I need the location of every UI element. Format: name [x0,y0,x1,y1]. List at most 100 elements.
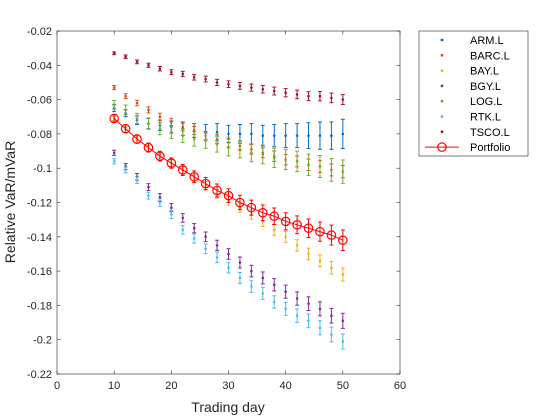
data-point [181,216,185,220]
data-point [318,94,322,98]
data-point [215,142,219,146]
data-point [341,340,345,343]
legend-entry: LOG.L [440,96,502,108]
series-layer [109,51,348,350]
data-point [204,77,207,81]
legend-entry: BAY.L [440,66,499,78]
data-point [307,94,310,98]
y-tick-label: -0.18 [27,300,52,312]
data-point [158,201,162,204]
data-point [330,266,333,269]
y-tick-label: -0.22 [27,369,52,381]
data-point [238,261,242,264]
data-point [147,194,150,197]
data-point [189,171,199,182]
legend-label: BAY.L [470,66,499,78]
data-point [227,82,230,86]
data-point [135,60,139,64]
data-point [181,134,185,137]
data-point [250,285,253,288]
data-point [330,314,333,317]
data-point [272,134,276,137]
data-point [147,108,150,112]
data-point [284,158,287,161]
data-point [192,76,196,79]
data-point [227,252,230,256]
data-point [155,151,165,161]
data-point [295,160,299,163]
data-point [330,96,333,100]
legend-label: TSCO.L [470,127,510,139]
data-point [272,228,276,232]
data-point [158,115,162,119]
data-point [257,207,268,218]
data-point [261,292,265,295]
data-point [204,139,207,143]
data-point [341,319,345,323]
data-point [124,108,127,112]
data-point [124,168,127,172]
data-point [170,70,173,74]
y-tick-label: -0.12 [27,198,52,210]
data-point [307,302,310,305]
data-point [235,197,245,208]
legend-label: BARC.L [470,50,510,62]
legend-entry: TSCO.L [440,127,510,139]
data-point [261,153,265,156]
data-point [166,158,177,168]
data-point [330,333,333,336]
legend: ARM.L BARC.L BAY.L BGY.L LOG.L RTK.L TSCO.L Por… [418,30,529,157]
data-point [330,134,333,137]
data-point [272,89,276,93]
data-point [261,276,265,280]
data-point [158,67,162,71]
legend-box [418,30,529,157]
data-point [284,307,287,311]
data-point [147,122,150,125]
legend-entry: BARC.L [440,50,510,62]
x-tick-label: 10 [108,380,120,392]
data-point [170,120,173,124]
data-point [269,211,280,222]
data-point [295,314,299,317]
data-point [272,300,276,304]
data-point [200,178,211,189]
data-point [284,235,287,239]
legend-entry: Portfolio [425,142,510,154]
data-point [223,190,234,201]
data-point [318,134,322,137]
data-point [135,178,139,182]
data-point [177,165,188,175]
data-point [227,146,230,149]
data-point [238,84,242,88]
data-point [250,269,253,273]
data-point [192,237,196,240]
data-point [124,55,127,59]
axes-layer: 0 10 20 30 40 50 60 -0.02 -0.04 -0.06 -0.08 -0.1 -0.… [27,26,406,392]
data-point [112,103,116,107]
legend-label: BGY.L [470,81,501,93]
legend-label: LOG.L [470,96,502,108]
y-tick-label: -0.2 [33,335,52,347]
x-axis-label: Trading day [191,399,264,415]
y-tick-label: -0.02 [27,26,52,38]
legend-marker [440,99,444,103]
data-point [246,202,257,213]
x-tick-label: 20 [165,380,177,392]
data-point [326,230,337,240]
data-point [280,216,291,227]
data-point [135,101,139,105]
data-point [284,134,287,137]
data-point [112,86,116,89]
legend-marker [440,115,444,118]
data-point [238,132,242,136]
series-tsco-l [112,51,345,106]
data-point [315,226,325,237]
x-tick-label: 50 [337,380,349,392]
legend-label: RTK.L [470,112,501,124]
data-point [261,134,265,137]
data-point [272,283,276,287]
data-point [341,273,345,276]
y-tick-label: -0.08 [27,129,52,141]
series-log-l [112,99,345,184]
